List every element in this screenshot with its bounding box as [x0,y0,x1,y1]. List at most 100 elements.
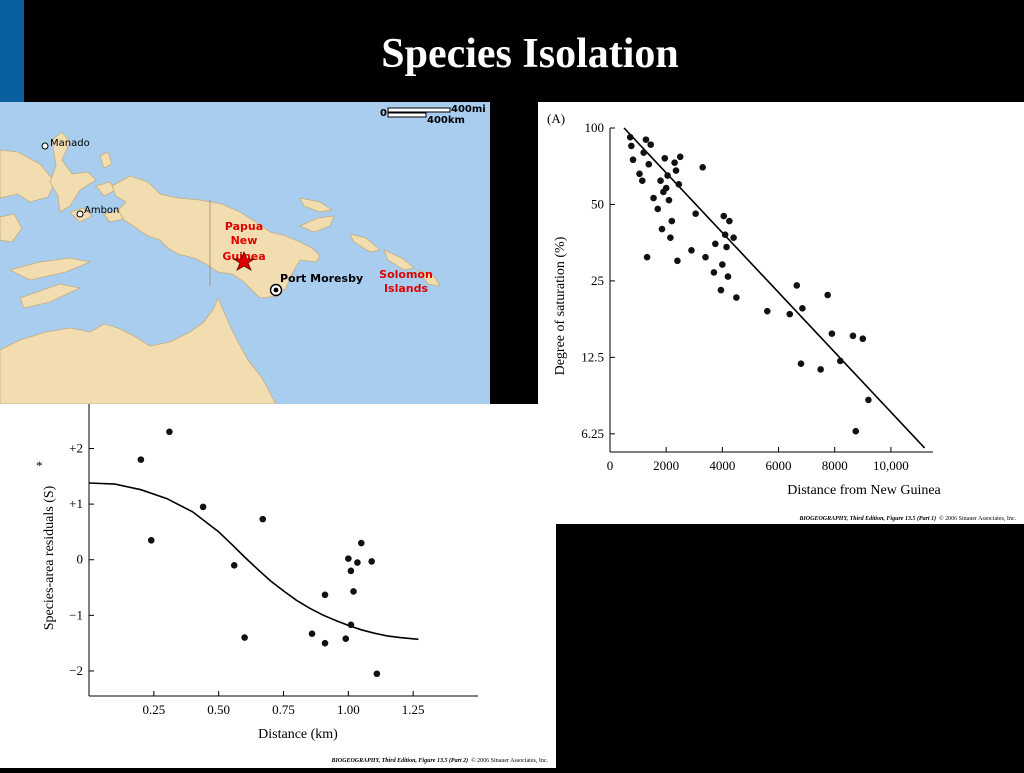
chart-a-point [628,142,635,150]
chart-a-point [865,396,872,404]
chart-b-point [199,503,207,511]
svg-text:New: New [231,234,258,247]
chart-a-point [717,286,725,294]
chart-a-point [797,360,805,368]
chart-a-point [688,246,695,254]
chart-a-point [676,153,684,161]
map-scale-bar: 0 400mi 400km [380,104,486,126]
map-svg: 0 400mi 400km Manado Ambon Papua New Gui… [0,104,486,404]
chart-b-points [88,428,419,678]
chart-a-point [712,240,719,248]
chart-a-x-tick-label: 0 [607,458,614,473]
chart-a-point [639,177,646,185]
chart-b-panel: 0.25 0.50 0.75 1.00 1.25 +2 +1 0 −1 −2 Distance (… [0,404,556,768]
chart-a-point [828,330,836,337]
chart-a-x-tick-label: 6000 [766,458,792,473]
chart-a-point [837,357,844,365]
chart-b-point [358,539,365,547]
svg-text:Islands: Islands [384,282,429,295]
chart-b-point [321,591,329,599]
chart-b-x-tick-label: 0.25 [142,702,165,717]
chart-a-point [657,177,664,185]
chart-a-point [642,136,650,143]
chart-a-panel-label: (A) [547,111,565,126]
chart-a-point [852,427,860,435]
chart-a-point [817,366,824,373]
chart-a-point [626,133,634,141]
chart-b-y-tick-label: −2 [69,663,83,678]
manado-label: Manado [50,138,90,149]
chart-b-svg: 0.25 0.50 0.75 1.00 1.25 +2 +1 0 −1 −2 Distance (… [36,404,548,764]
chart-a-trend-line [623,127,926,449]
chart-a-point [643,253,651,261]
chart-a-point [793,282,801,289]
chart-a-point [799,305,806,312]
chart-b-x-tick-label: 0.50 [207,702,230,717]
land-masses [0,131,441,404]
chart-b-point [342,635,350,643]
chart-b-point [373,670,381,678]
chart-a-axes: 0 2000 4000 6000 8000 10,000 100 50 25 12.5 6.25 [581,120,933,473]
chart-a-point [640,149,648,156]
chart-b-x-tick-label: 1.25 [402,702,425,717]
chart-a-point [692,210,699,217]
chart-a-point [699,164,706,171]
star-marker-icon [232,250,256,271]
chart-b-point [350,588,357,595]
chart-a-x-tick-label: 8000 [822,458,848,473]
chart-b-axes: 0.25 0.50 0.75 1.00 1.25 +2 +1 0 −1 −2 [69,404,478,717]
city-dot-icon [76,210,84,218]
svg-text:Papua: Papua [225,220,263,233]
chart-a-y-tick-label: 12.5 [581,349,604,364]
chart-b-point [347,567,355,575]
chart-a-svg: (A) 0 2000 4000 6000 8000 10,000 100 50 25 12.5 6.… [547,111,1016,522]
chart-a-point [710,269,718,276]
chart-b-ylabel-marker: * [36,458,43,473]
chart-a-x-tick-label: 4000 [709,458,735,473]
chart-a-point [667,234,674,241]
chart-a-ylabel: Degree of saturation (%) [553,236,568,375]
chart-b-x-tick-label: 1.00 [337,702,360,717]
chart-a-point [658,225,666,233]
chart-b-y-tick-label: +2 [69,440,83,455]
chart-b-ylabel: Species-area residuals (S) [42,485,57,630]
svg-text:Solomon: Solomon [379,268,433,281]
chart-a-point [668,217,676,225]
chart-a-point [671,159,678,167]
chart-b-point [308,630,316,638]
chart-a-point [636,170,643,178]
svg-text:0: 0 [380,108,387,119]
chart-a-point [720,212,728,220]
chart-a-point [702,253,709,261]
chart-a-point [849,332,857,340]
chart-a-xlabel: Distance from New Guinea [787,483,941,498]
chart-a-point [786,310,794,318]
chart-a-point [726,217,733,225]
png-label: Papua New Guinea [222,220,265,263]
chart-b-point [137,456,145,463]
chart-b-point [259,515,267,523]
chart-b-x-tick-label: 0.75 [272,702,295,717]
chart-b-point [347,621,355,629]
city-port-moresby: Port Moresby [269,272,363,297]
chart-b-fit-curve [88,482,419,641]
chart-b-point [354,559,361,566]
chart-a-point [674,257,681,265]
solomon-label: Solomon Islands [379,268,433,295]
city-ambon: Ambon [76,205,119,218]
chart-a-point [650,194,657,202]
chart-b-point [147,536,155,544]
chart-a-point [824,291,831,299]
chart-b-y-tick-label: 0 [77,552,84,567]
chart-b-point [368,558,375,565]
chart-b-point [321,639,329,647]
city-manado: Manado [41,138,90,150]
chart-a-points [623,127,926,449]
chart-a-y-tick-label: 25 [591,273,604,288]
chart-a-credit: BIOGEOGRAPHY, Third Edition, Figure 13.5… [798,515,1016,522]
city-dot-icon [41,142,49,150]
chart-a-point [675,181,683,188]
chart-b-point [166,428,173,436]
chart-a-y-tick-label: 6.25 [581,426,604,441]
chart-b-y-tick-label: +1 [69,496,83,511]
